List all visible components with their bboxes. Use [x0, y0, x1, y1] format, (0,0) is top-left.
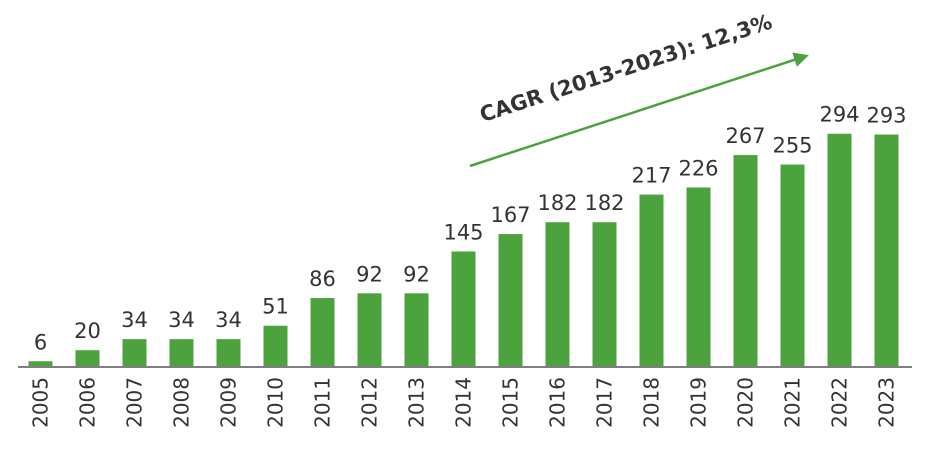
value-label: 294	[819, 103, 859, 127]
value-label: 51	[262, 295, 289, 319]
value-label: 92	[403, 262, 430, 286]
bar	[498, 234, 523, 366]
bar	[169, 339, 194, 366]
x-tick-label: 2017	[593, 377, 617, 428]
bar	[639, 194, 664, 366]
x-tick-label: 2009	[217, 377, 241, 428]
value-label: 20	[74, 319, 101, 343]
trend-arrow	[469, 52, 809, 168]
value-label: 267	[725, 124, 765, 148]
x-tick-label: 2019	[687, 377, 711, 428]
value-label: 34	[168, 308, 195, 332]
x-tick-label: 2015	[499, 377, 523, 428]
value-label: 255	[772, 134, 812, 158]
x-tick-label: 2011	[311, 377, 335, 428]
bar	[451, 251, 476, 366]
bar	[404, 293, 429, 366]
value-label: 167	[490, 203, 530, 227]
x-tick-label: 2013	[405, 377, 429, 428]
bar	[263, 325, 288, 366]
value-label: 34	[121, 308, 148, 332]
value-label: 226	[678, 156, 718, 180]
annotation: CAGR (2013-2023): 12,3%	[477, 10, 775, 127]
x-tick-label: 2005	[29, 377, 53, 428]
value-label: 145	[443, 220, 483, 244]
bar	[122, 339, 147, 366]
x-tick-label: 2023	[875, 377, 899, 428]
x-tick-label: 2006	[76, 377, 100, 428]
bar	[216, 339, 241, 366]
x-tick-label: 2020	[734, 377, 758, 428]
value-label: 182	[584, 191, 624, 215]
bar	[75, 350, 100, 366]
x-tick-label: 2008	[170, 377, 194, 428]
x-tick-label: 2021	[781, 377, 805, 428]
x-tick-label: 2014	[452, 377, 476, 428]
value-label: 293	[866, 104, 906, 128]
x-tick-label: 2012	[358, 377, 382, 428]
value-label: 182	[537, 191, 577, 215]
bar	[874, 134, 899, 366]
bar	[310, 298, 335, 366]
x-tick-label: 2018	[640, 377, 664, 428]
value-label: 34	[215, 308, 242, 332]
bar	[28, 361, 53, 366]
bar	[686, 187, 711, 366]
x-tick-label: 2007	[123, 377, 147, 428]
x-tick-label: 2022	[828, 377, 852, 428]
value-label: 86	[309, 267, 336, 291]
value-label: 92	[356, 262, 383, 286]
value-label: 217	[631, 164, 671, 188]
bar	[592, 222, 617, 366]
bar	[545, 222, 570, 366]
x-tick-label: 2016	[546, 377, 570, 428]
value-label: 6	[34, 330, 47, 354]
bar	[357, 293, 382, 366]
x-tick-label: 2010	[264, 377, 288, 428]
bar	[827, 133, 852, 366]
bar	[780, 164, 805, 366]
bar	[733, 155, 758, 366]
